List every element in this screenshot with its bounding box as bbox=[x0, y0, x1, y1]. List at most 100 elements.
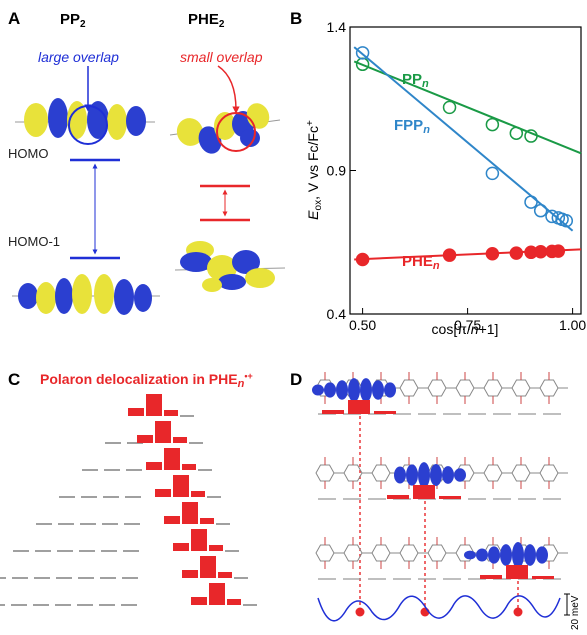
orbital-lobe bbox=[348, 378, 360, 402]
polaron-bar bbox=[164, 448, 180, 470]
data-point-fpp bbox=[545, 209, 559, 224]
energy-landscape-curve bbox=[317, 595, 561, 622]
polaron-bar bbox=[191, 529, 207, 551]
data-point-phe bbox=[509, 246, 524, 260]
data-point-pp bbox=[509, 126, 524, 140]
orbital-lobe bbox=[536, 546, 548, 564]
data-point-fpp bbox=[524, 195, 538, 209]
polaron-bar bbox=[218, 572, 232, 578]
data-point-fpp bbox=[485, 166, 500, 181]
orbital-lobe bbox=[512, 542, 524, 568]
backbone-ring bbox=[427, 544, 447, 562]
polaron-bar bbox=[322, 410, 344, 414]
polaron-bar bbox=[182, 502, 198, 524]
orbital-lobe bbox=[476, 548, 488, 562]
orbital-lobe bbox=[464, 550, 476, 560]
polaron-bar bbox=[164, 516, 180, 524]
homo-label: HOMO bbox=[8, 146, 48, 161]
phe2-homo-orbital bbox=[169, 103, 281, 154]
data-point-fpp bbox=[355, 46, 370, 60]
fit-line-pp bbox=[353, 60, 582, 155]
orbital-lobe bbox=[430, 463, 442, 487]
polaron-bar bbox=[128, 408, 144, 416]
x-tick-label: 1.00 bbox=[559, 317, 586, 333]
polaron-bar bbox=[200, 518, 214, 524]
polaron-bar bbox=[209, 583, 225, 605]
backbone-ring bbox=[371, 464, 391, 482]
panel-c: C Polaron delocalization in PHEn•+ bbox=[0, 370, 257, 606]
small-overlap-arrow bbox=[217, 65, 240, 114]
polaron-bar bbox=[387, 495, 409, 499]
polaron-bar bbox=[173, 437, 187, 443]
chart-x-axis-label: cos[π/n+1] bbox=[432, 321, 499, 337]
polaron-bar bbox=[137, 435, 153, 443]
polaron-bar bbox=[182, 570, 198, 578]
polaron-bar bbox=[191, 597, 207, 605]
chart-legend: PPn FPPn PHEn bbox=[394, 71, 440, 272]
data-point-phe bbox=[355, 252, 370, 267]
orbital-lobe bbox=[442, 466, 454, 484]
energy-minimum-dot bbox=[513, 607, 523, 617]
backbone-ring bbox=[371, 544, 391, 562]
polaron-bar bbox=[164, 410, 178, 416]
polaron-bar bbox=[173, 543, 189, 551]
backbone-ring bbox=[483, 379, 503, 397]
fit-line-fpp bbox=[353, 46, 574, 232]
polaron-bar bbox=[155, 489, 171, 497]
data-point-pp bbox=[485, 117, 500, 132]
polaron-bar bbox=[374, 411, 396, 414]
backbone-ring bbox=[315, 544, 335, 562]
panel-label-a: A bbox=[8, 9, 20, 28]
chart-series bbox=[353, 46, 582, 267]
orbital-lobe bbox=[384, 382, 396, 398]
y-tick-label: 0.9 bbox=[327, 163, 347, 179]
chart-ticks: 0.50 0.75 1.00 0.4 0.9 1.4 bbox=[327, 19, 587, 333]
chart-frame bbox=[349, 26, 582, 315]
backbone-ring bbox=[539, 379, 559, 397]
backbone-ring bbox=[427, 379, 447, 397]
polaron-bar bbox=[480, 575, 502, 579]
y-tick-label: 0.4 bbox=[327, 306, 347, 322]
orbital-lobe bbox=[360, 378, 372, 402]
panel-c-title: Polaron delocalization in PHEn•+ bbox=[40, 371, 253, 390]
orbital-lobe bbox=[324, 382, 336, 398]
backbone-ring bbox=[455, 379, 475, 397]
data-point-phe bbox=[442, 248, 457, 262]
polaron-bar bbox=[173, 475, 189, 497]
large-overlap-label: large overlap bbox=[38, 49, 119, 65]
panel-a: A PP2 PHE2 large overlap small overlap bbox=[8, 9, 286, 315]
orbital-lobe bbox=[372, 380, 384, 400]
series-label-fpp: FPPn bbox=[394, 117, 430, 136]
x-tick-label: 0.75 bbox=[454, 317, 481, 333]
panel-label-d: D bbox=[290, 370, 302, 389]
polaron-bar bbox=[182, 464, 196, 470]
backbone-ring bbox=[399, 544, 419, 562]
backbone-ring bbox=[315, 464, 335, 482]
energy-minimum-dot bbox=[355, 607, 365, 617]
data-point-fpp bbox=[533, 203, 548, 218]
backbone-ring bbox=[511, 379, 531, 397]
backbone-ring bbox=[483, 464, 503, 482]
polaron-wavefunctions bbox=[312, 372, 568, 617]
panel-label-c: C bbox=[8, 370, 20, 389]
orbital-lobe bbox=[500, 544, 512, 566]
polaron-bar bbox=[146, 394, 162, 416]
scale-bar-label: 20 meV bbox=[570, 595, 581, 630]
polaron-bar bbox=[155, 421, 171, 443]
panel-b: B 0.50 0.75 1.00 0.4 0.9 1.4 PPn FPPn PHEn cos[… bbox=[290, 9, 586, 337]
homo1-label: HOMO-1 bbox=[8, 234, 60, 249]
pp2-homo-orbital bbox=[15, 98, 155, 145]
chart-y-axis-label: Eox, V vs Fc/Fc+ bbox=[305, 120, 324, 220]
polaron-bar bbox=[146, 462, 162, 470]
orbital-lobe bbox=[406, 464, 418, 486]
series-label-pp: PPn bbox=[402, 71, 429, 90]
data-point-phe bbox=[551, 244, 566, 258]
polaron-bar bbox=[209, 545, 223, 551]
data-point-pp bbox=[442, 100, 457, 115]
orbital-lobe bbox=[454, 468, 466, 482]
orbital-lobe bbox=[312, 384, 324, 396]
orbital-lobe bbox=[394, 466, 406, 484]
polaron-bar bbox=[227, 599, 241, 605]
panel-label-b: B bbox=[290, 9, 302, 28]
